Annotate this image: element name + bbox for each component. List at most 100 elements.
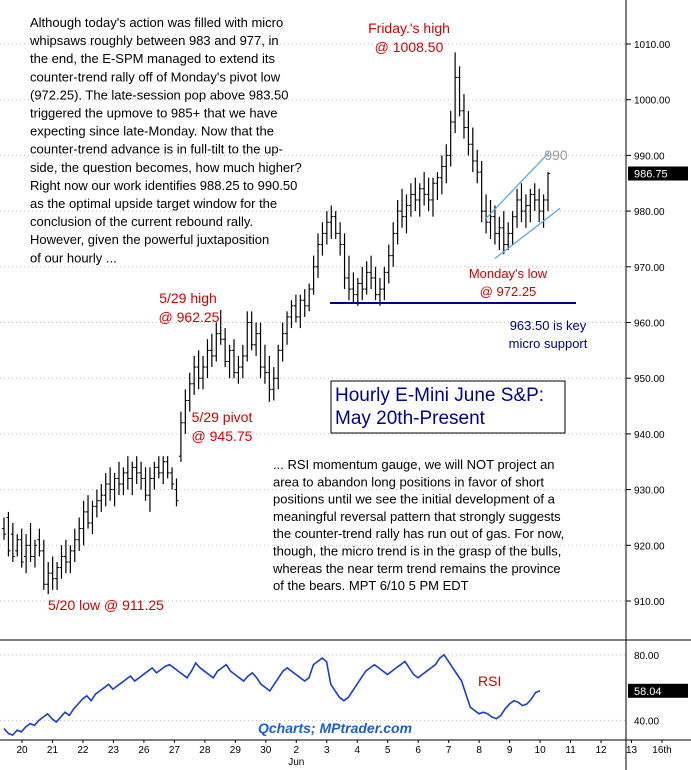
ohlc-bar <box>139 461 144 490</box>
ohlc-bar <box>276 344 281 390</box>
ohlc-bar <box>386 244 391 284</box>
ohlc-bar <box>156 456 161 479</box>
commentary-line: the end, the E-SPM managed to extend its <box>30 51 275 66</box>
ohlc-bar <box>130 461 135 496</box>
price-axis-tick: 930.00 <box>634 486 665 497</box>
price-axis-tick: 940.00 <box>634 430 665 441</box>
ohlc-bar <box>342 233 347 290</box>
ohlc-bar <box>320 222 325 256</box>
x-axis-day-label: 7 <box>446 745 452 756</box>
friday-high-annotation: Friday.'s high <box>368 20 450 36</box>
ohlc-bar <box>174 478 179 507</box>
rsi-panel <box>3 653 541 737</box>
ohlc-bar <box>178 411 183 462</box>
ohlc-bar <box>311 255 316 295</box>
ohlc-bar <box>373 266 378 301</box>
price-axis-tick: 1010.00 <box>634 40 671 51</box>
ohlc-bar <box>546 172 550 212</box>
ohlc-bar <box>121 467 126 496</box>
ohlc-bar <box>86 495 91 529</box>
ohlc-bar <box>461 94 466 139</box>
commentary-line: conclusion of the current rebound rally. <box>30 214 253 229</box>
ohlc-bar <box>108 467 113 501</box>
commentary-line: though, the micro trend is in the grasp … <box>273 544 561 559</box>
rsi-axis-tick: 40.00 <box>634 716 659 727</box>
ohlc-bar <box>192 355 197 395</box>
channel-upper-line <box>484 152 550 220</box>
ohlc-bar <box>484 194 489 234</box>
ohlc-bar <box>329 205 334 239</box>
ohlc-bar <box>369 255 374 290</box>
price-bars <box>2 52 550 595</box>
ohlc-bar <box>479 160 484 223</box>
ohlc-bar <box>377 277 382 306</box>
ohlc-bar <box>528 188 533 223</box>
commentary-line: as the optimal upside target window for … <box>30 196 277 211</box>
ohlc-bar <box>271 367 276 401</box>
commentary-line: Although today's action was filled with … <box>30 15 283 30</box>
ohlc-bar <box>183 389 188 434</box>
ohlc-bar <box>94 489 99 518</box>
ohlc-bar <box>72 528 77 563</box>
commentary-line: ... RSI momentum gauge, we will NOT proj… <box>273 457 555 472</box>
ohlc-bar <box>258 322 263 379</box>
support-sublabel: micro support <box>509 336 588 351</box>
ohlc-bar <box>426 177 431 212</box>
ohlc-bar <box>15 534 20 557</box>
ohlc-bar <box>103 472 108 507</box>
support-label: 963.50 is key <box>510 318 587 333</box>
ohlc-bar <box>19 528 24 568</box>
rsi-axis-tick: 80.00 <box>634 651 659 662</box>
commentary-line: side, the question becomes, how much hig… <box>30 160 302 175</box>
ohlc-bar <box>99 484 104 512</box>
watermark: Qcharts; MPtrader.com <box>258 720 412 736</box>
x-axis-day-label: 6 <box>415 745 421 756</box>
last-price-box <box>628 166 688 181</box>
ohlc-bar <box>63 539 68 574</box>
ohlc-bar <box>24 534 29 574</box>
rsi-line <box>3 653 541 737</box>
ohlc-bar <box>68 545 73 574</box>
commentary-line: Right now our work identifies 988.25 to … <box>30 178 297 193</box>
ohlc-bar <box>249 311 254 351</box>
x-axis-day-label: 22 <box>77 745 89 756</box>
ohlc-bar <box>209 333 214 368</box>
channel-target-label: 990 <box>544 147 568 163</box>
ohlc-bar <box>510 211 515 245</box>
ohlc-bar <box>187 372 192 412</box>
may29-pivot-annotation: 5/29 pivot <box>192 409 253 425</box>
ohlc-bar <box>501 211 506 255</box>
commentary-line: area to abandon long positions in favor … <box>273 474 544 489</box>
may20-low-annotation: 5/20 low @ 911.25 <box>48 597 164 613</box>
ohlc-bar <box>81 500 86 546</box>
ohlc-bar <box>431 177 436 217</box>
price-axis-tick: 980.00 <box>634 207 665 218</box>
ohlc-bar <box>143 467 148 501</box>
ohlc-bar <box>293 294 298 323</box>
last-price-value: 986.75 <box>634 168 668 180</box>
ohlc-bar <box>488 199 493 239</box>
ohlc-bar <box>59 545 64 579</box>
ohlc-bar <box>245 311 250 362</box>
x-axis-day-label: 11 <box>565 745 576 756</box>
ohlc-bar <box>280 322 285 362</box>
x-axis-day-label: 23 <box>108 745 120 756</box>
monday-low-annotation: Monday's low <box>469 266 548 281</box>
price-axis-tick: 990.00 <box>634 151 665 162</box>
ohlc-bar <box>240 344 245 379</box>
ohlc-bar <box>360 266 365 301</box>
ohlc-bar <box>506 222 511 251</box>
ohlc-bar <box>404 194 409 234</box>
ohlc-bar <box>333 211 338 239</box>
ohlc-bar <box>453 52 458 134</box>
ohlc-bar <box>37 528 42 557</box>
x-axis-day-label: 4 <box>354 745 360 756</box>
commentary-line: of our hourly ... <box>30 250 117 265</box>
may29-high-annotation: 5/29 high <box>159 290 217 306</box>
ohlc-bar <box>267 355 272 402</box>
ohlc-bar <box>422 172 427 206</box>
commentary-line: whereas the near term trend remains the … <box>272 561 561 576</box>
ohlc-bar <box>316 233 321 278</box>
ohlc-bar <box>435 172 440 200</box>
